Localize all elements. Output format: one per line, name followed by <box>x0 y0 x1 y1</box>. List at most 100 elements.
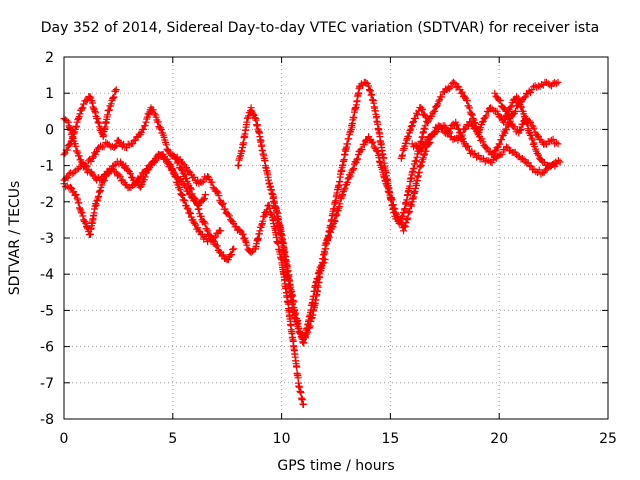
data-point-track-G <box>302 334 309 342</box>
data-point-track-D <box>81 161 89 169</box>
data-point-track-K <box>517 125 525 133</box>
data-point-track-C <box>122 162 130 170</box>
x-tick-label: 25 <box>599 431 617 447</box>
data-point-track-B <box>112 87 119 95</box>
data-point-track-E <box>221 205 229 213</box>
data-point-track-G <box>273 206 280 214</box>
data-point-track-H <box>501 116 509 124</box>
data-point-track-H <box>477 124 485 132</box>
data-point-track-I <box>512 107 519 115</box>
data-point-track-B <box>76 110 84 118</box>
data-point-track-A <box>97 142 105 150</box>
x-tick-label: 0 <box>60 431 69 447</box>
x-tick-label: 20 <box>490 431 508 447</box>
data-point-track-B <box>74 116 82 124</box>
data-point-track-A <box>229 246 237 254</box>
data-point-track-I <box>405 132 412 140</box>
data-point-track-H <box>408 202 415 210</box>
data-point-track-J <box>526 162 534 170</box>
data-point-track-J <box>456 129 464 137</box>
data-point-track-E <box>256 227 264 235</box>
data-point-track-A <box>157 124 164 132</box>
data-point-track-I <box>435 97 443 105</box>
data-point-track-H <box>339 188 347 195</box>
data-point-track-D <box>176 186 184 194</box>
data-point-track-J <box>459 135 467 143</box>
data-point-track-J <box>429 130 437 137</box>
data-point-track-G <box>345 135 353 143</box>
x-tick-label: 5 <box>168 431 177 447</box>
data-point-track-I <box>409 119 417 127</box>
data-point-track-H <box>354 151 362 159</box>
data-point-track-A <box>157 126 165 133</box>
data-point-track-H <box>389 201 397 209</box>
data-point-track-C <box>74 196 82 204</box>
data-point-track-D <box>144 165 152 173</box>
data-point-track-E <box>219 199 227 207</box>
data-point-track-A <box>116 138 124 146</box>
data-point-track-I <box>428 112 436 120</box>
data-point-track-H <box>339 191 346 199</box>
y-tick-label: -1 <box>40 159 54 175</box>
data-point-track-C <box>76 204 83 212</box>
data-point-track-A <box>144 110 152 118</box>
data-point-track-H <box>327 228 335 236</box>
data-point-track-I <box>554 78 562 86</box>
data-point-track-I <box>450 78 457 86</box>
data-point-track-E <box>225 212 233 220</box>
data-point-track-I <box>496 140 504 148</box>
data-point-track-I <box>479 138 487 146</box>
data-point-track-K <box>554 140 562 148</box>
data-point-track-A <box>87 158 95 165</box>
y-tick-label: -8 <box>40 412 54 428</box>
data-point-track-A <box>200 218 208 226</box>
data-point-track-A <box>129 140 137 148</box>
data-point-track-E <box>247 249 255 256</box>
data-point-track-D <box>94 173 102 181</box>
data-point-track-I <box>468 110 476 118</box>
data-point-track-K <box>525 117 533 125</box>
data-point-track-H <box>481 114 489 122</box>
data-point-track-H <box>454 136 462 144</box>
y-tick-label: 0 <box>45 122 54 138</box>
y-tick-label: 2 <box>45 50 54 66</box>
data-point-track-K <box>549 135 557 143</box>
data-point-track-A <box>219 251 227 259</box>
data-point-track-H <box>493 107 501 115</box>
data-point-track-A <box>150 109 158 117</box>
data-point-track-H <box>341 184 349 192</box>
data-point-track-G <box>307 315 315 322</box>
data-point-track-J <box>464 143 472 150</box>
chart-title: Day 352 of 2014, Sidereal Day-to-day VTE… <box>41 20 599 36</box>
data-point-track-K <box>527 118 534 126</box>
data-point-track-A <box>224 256 232 264</box>
data-point-track-E <box>293 363 301 371</box>
data-point-track-H <box>387 194 395 202</box>
ticks-layer <box>63 56 609 420</box>
data-point-track-B <box>93 114 101 122</box>
data-point-track-A <box>142 118 150 126</box>
data-point-track-C <box>181 182 189 190</box>
data-point-track-C <box>182 183 190 191</box>
data-point-track-B <box>112 86 120 94</box>
data-point-track-D <box>184 205 192 213</box>
data-point-track-H <box>534 151 542 159</box>
data-point-track-B <box>65 141 73 149</box>
data-point-track-H <box>385 189 393 196</box>
data-point-track-K <box>530 124 538 132</box>
data-point-track-E <box>241 237 249 245</box>
data-point-track-I <box>433 102 441 109</box>
data-point-track-D <box>181 197 189 205</box>
data-point-track-I <box>475 129 483 136</box>
data-point-track-D <box>137 173 145 180</box>
data-point-track-H <box>449 136 457 144</box>
data-point-track-H <box>333 211 341 219</box>
data-point-track-D <box>135 176 143 184</box>
data-point-track-I <box>423 118 431 126</box>
data-point-track-E <box>299 401 307 408</box>
data-point-track-D <box>178 191 186 199</box>
data-point-track-A <box>141 122 149 130</box>
data-point-track-A <box>213 242 221 250</box>
data-point-track-A <box>139 125 147 133</box>
data-point-track-B <box>95 119 103 127</box>
